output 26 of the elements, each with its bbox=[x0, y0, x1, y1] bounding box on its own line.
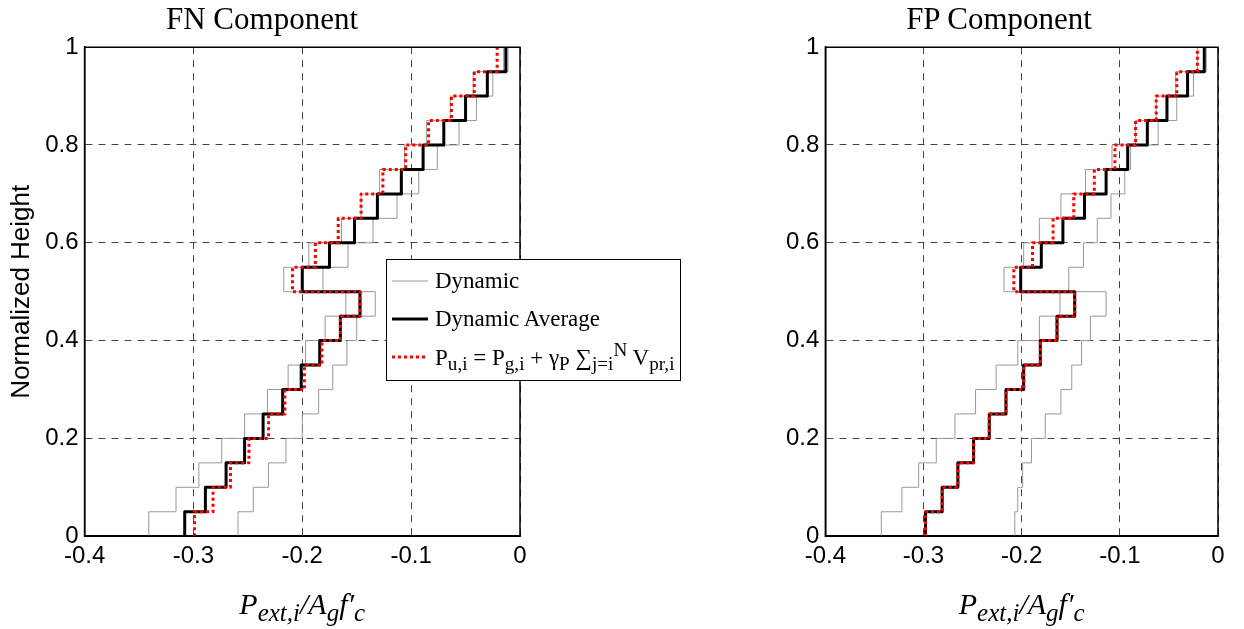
x-axis-title: P$_{ext,i}$/A$_{g}$f′$_{c}$ bbox=[957, 587, 1086, 627]
x-axis-title: P$_{ext,i}$/A$_{g}$f′$_{c}$ bbox=[238, 587, 367, 627]
x-tick-label: 0 bbox=[1211, 541, 1225, 569]
y-tick-label: 1 bbox=[65, 31, 79, 59]
y-tick-label: 0.6 bbox=[45, 227, 79, 255]
y-tick-label: 1 bbox=[806, 31, 820, 59]
x-tick-label: -0.2 bbox=[281, 541, 323, 569]
y-tick-label: 0.8 bbox=[45, 129, 79, 157]
x-tick-label: -0.1 bbox=[1099, 541, 1141, 569]
legend-label: Dynamic Average bbox=[435, 306, 600, 332]
y-tick-label: 0.6 bbox=[785, 227, 820, 255]
x-tick-label: 0 bbox=[513, 541, 527, 569]
y-axis-title: Normalized Height bbox=[4, 184, 35, 399]
y-tick-label: 0.2 bbox=[785, 423, 820, 451]
y-tick-label: 0.4 bbox=[785, 325, 820, 353]
text: P$_{u,i}$ = P$_{g,i}$ + γ$_{P}$ ∑$_{j=i}$$^{N}$ V$_{pr,i}$ bbox=[435, 338, 675, 375]
x-tick-label: -0.3 bbox=[902, 541, 945, 569]
y-tick-label: 0.8 bbox=[785, 129, 820, 157]
x-tick-label: -0.3 bbox=[172, 541, 215, 569]
chart-title: FP Component bbox=[906, 0, 1093, 36]
legend-label: Dynamic bbox=[435, 268, 520, 294]
x-tick-label: -0.2 bbox=[1001, 541, 1043, 569]
chart-title: FN Component bbox=[165, 0, 359, 36]
x-tick-label: -0.1 bbox=[390, 541, 432, 569]
y-tick-label: 0.4 bbox=[45, 325, 79, 353]
y-tick-label: 0.2 bbox=[45, 423, 79, 451]
